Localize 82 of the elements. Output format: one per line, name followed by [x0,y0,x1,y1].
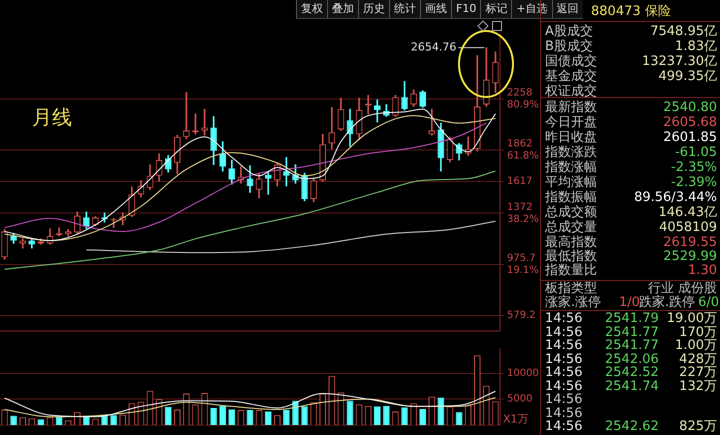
y-tick-label: 1372 38.2% [507,202,539,225]
text: 统计 [389,0,420,18]
text: B股成交 [545,39,593,54]
y-tick-label: 1617 [507,176,532,188]
text: 指数涨幅 [545,160,597,175]
text: 13237.30亿 [642,54,717,69]
text: 14:56 [545,311,582,326]
text: 2605.68 [663,115,717,130]
text: 最新指数 [545,100,597,115]
text: 总成交额 [545,205,597,220]
text: 月线 [32,105,72,129]
text: -2.39% [671,175,717,190]
text: 7548.95亿 [650,24,717,39]
text: 19.00万 [666,311,717,326]
text: 昨日收盘 [545,130,597,145]
text: 1/0 [619,295,640,310]
annotation: 2654.76 [410,40,456,54]
text: 画线 [420,0,451,18]
text: 跌家.跌停 [639,295,696,310]
text: 行业 成份股 [648,281,717,296]
y-tick-label: 5000 [507,394,532,405]
text: 指数涨跌 [545,145,597,160]
text: 2601.85 [663,130,717,145]
text: 1.83亿 [675,39,717,54]
text: 170万 [679,324,717,340]
text: 指数量比 [545,263,597,278]
text: 6/0 [698,295,719,310]
y-tick-label: 579.2 [507,310,536,322]
text: 14:56 [545,338,582,353]
text: 14:56 [545,352,582,366]
text: 428万 [679,352,717,366]
text: 4058109 [659,220,717,235]
text: 国债成交 [545,54,597,69]
text: 标记 [480,0,512,18]
text: 14:56 [545,406,582,420]
text: 2619.55 [663,235,717,250]
text: 825万 [679,419,717,434]
y-tick-label: 1862 61.8% [507,138,539,162]
text: 叠加 [327,0,358,18]
text: 2541.77 [605,338,659,353]
y-tick-label: 10000 [507,368,539,379]
y-tick-label: 975.7 19.1% [507,253,539,276]
text: 2541.79 [605,311,659,326]
text: 146.43亿 [658,205,717,220]
text: 最低指数 [545,249,597,264]
text: 14:56 [545,324,582,340]
text: 权证成交 [545,84,597,99]
text: 基金成交 [545,69,597,84]
y-tick-label: 2258 80.9% [507,87,539,110]
text: 14:56 [545,419,582,434]
text: 2542.62 [605,419,659,434]
text: A股成交 [545,24,593,39]
text: 89.56/3.44% [634,190,717,205]
text: -2.35% [671,160,717,175]
text: 14:56 [545,378,582,394]
text: 最高指数 [545,235,597,250]
text: 2540.80 [663,100,717,115]
text: 14:56 [545,365,582,380]
text: 历史 [358,0,389,18]
text: 1.30 [688,263,717,278]
text: 499.35亿 [658,69,717,84]
text: 132万 [679,378,717,394]
text: 指数振幅 [545,190,597,205]
text: 227万 [679,365,717,380]
text: 2542.52 [605,365,659,380]
text: 平均涨幅 [545,175,597,190]
text: 板指类型 [545,281,597,296]
text: 今日开盘 [545,115,597,130]
text: 14:56 [545,392,582,407]
text: 总成交量 [545,220,597,235]
text: 2541.74 [605,378,659,394]
y-axis-title: X1万 [503,412,529,426]
text: 2529.99 [663,249,717,264]
text: 2541.77 [605,324,659,340]
text: 880473 保险 [591,4,671,19]
text: -61.05 [675,145,717,160]
text: 涨家.涨停 [545,295,602,310]
text: 返回 [552,0,583,18]
text: 1.00万 [675,338,717,353]
text: 2542.06 [605,352,659,366]
text: 复权 [296,0,327,18]
text: F10 [451,0,480,18]
